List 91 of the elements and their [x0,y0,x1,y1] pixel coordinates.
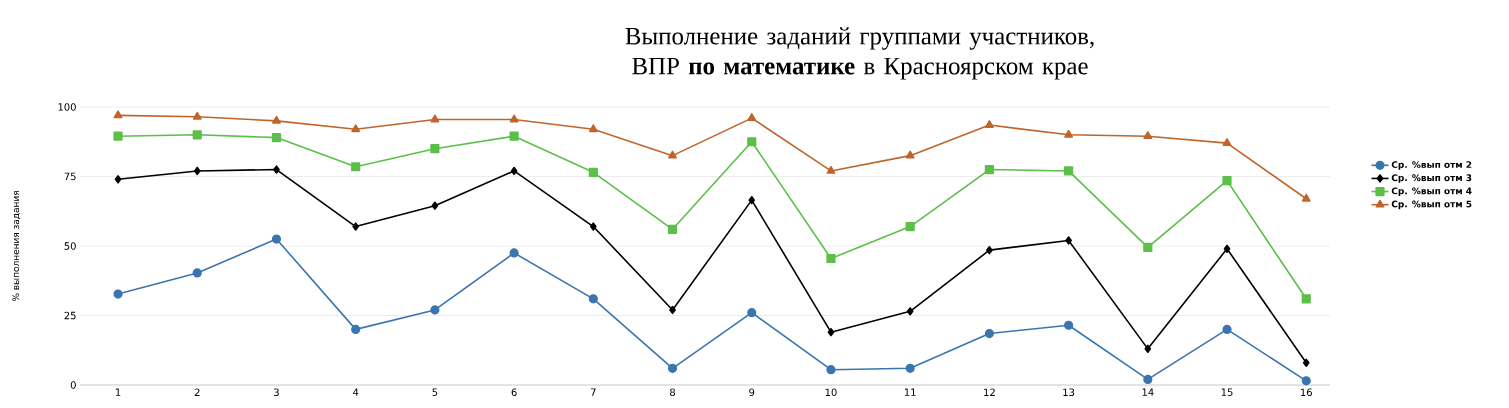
point [826,165,836,174]
y-tick-label: 50 [64,242,76,250]
point [272,115,281,124]
point [351,324,361,334]
point [271,234,282,244]
x-tick-label: 10 [825,388,837,397]
point [114,175,122,184]
point [588,167,598,177]
point [827,327,835,337]
point [509,248,519,258]
point [669,305,676,315]
point [1222,176,1232,186]
point [1223,244,1231,253]
point [1064,129,1074,138]
point [747,137,757,147]
point [826,253,836,264]
point [986,245,993,255]
point [589,222,597,231]
point [1064,320,1074,330]
x-tick-label: 11 [904,388,916,396]
point [510,166,518,176]
point [747,113,757,122]
point [1301,376,1311,386]
x-tick-label: 7 [590,388,596,396]
chart-title: Выполнение заданий группами участников, ВПР по математике в Красноярском крае [625,27,1094,80]
point [193,166,201,176]
point [509,114,519,123]
point [588,124,598,133]
point [905,221,915,232]
point [984,120,994,128]
point [984,328,994,339]
point [1222,138,1232,147]
legend-label: Ср. %вып отм 5 [1391,200,1472,210]
y-tick-label: 0 [70,381,76,389]
point [906,307,914,316]
legend-label: Ср. %вып отм 4 [1391,187,1472,196]
point [1301,193,1311,202]
point [667,363,678,373]
point [192,130,202,140]
x-tick-label: 6 [511,388,517,397]
point [113,131,123,141]
x-tick-label: 4 [352,388,359,396]
point [430,144,440,154]
y-tick-label: 100 [58,103,76,111]
x-tick-label: 5 [432,388,438,396]
point [509,131,519,141]
point [1144,344,1152,354]
point [192,268,202,278]
legend-label: Ср. %вып отм 3 [1391,174,1472,183]
point [826,365,836,375]
point [588,294,598,304]
point [984,164,994,175]
point [1302,358,1310,367]
legend-label: Ср. %вып отм 2 [1391,161,1472,170]
x-tick-label: 14 [1142,388,1154,396]
y-axis-title: % выполнения задания [12,191,21,302]
point [430,114,440,123]
point [113,110,123,119]
point [667,224,678,234]
point [1301,294,1311,304]
point [192,111,202,120]
point [1143,242,1153,252]
point [271,132,282,143]
point [905,150,915,159]
point [747,308,757,318]
point [1143,374,1153,385]
point [668,150,677,159]
point [430,305,440,315]
x-tick-label: 1 [115,388,121,396]
x-tick-label: 9 [749,388,755,397]
point [351,124,361,133]
point [113,289,123,299]
point [1222,324,1232,334]
x-tick-label: 13 [1063,388,1075,397]
point [1143,131,1153,140]
point [748,195,756,205]
y-tick-label: 25 [64,311,76,320]
point [1064,166,1074,176]
point [352,222,360,231]
point [905,363,915,373]
x-tick-label: 15 [1221,388,1233,396]
x-tick-label: 3 [274,388,279,397]
x-tick-label: 12 [984,388,995,396]
point [431,201,439,210]
x-tick-label: 8 [670,388,676,397]
x-tick-label: 16 [1301,388,1312,397]
point [351,162,361,172]
x-tick-label: 2 [194,388,200,396]
y-tick-label: 75 [64,172,76,181]
point [1065,236,1072,245]
point [273,165,280,174]
